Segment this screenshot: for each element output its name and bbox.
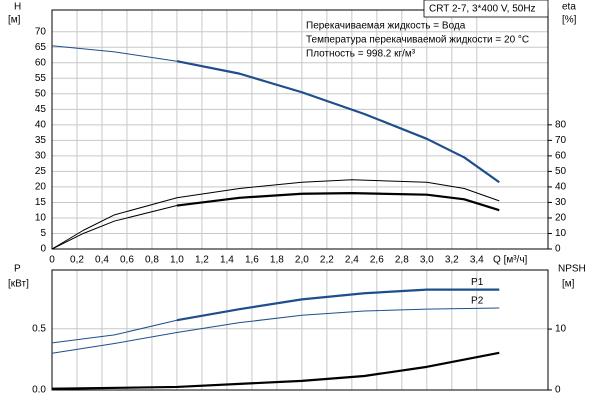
plot-frame <box>51 269 549 391</box>
curve <box>51 205 178 250</box>
y-tick-label: 10 <box>35 213 47 224</box>
curve <box>176 192 500 212</box>
y-tick-label: 65 <box>35 42 47 53</box>
y-axis-label: P <box>14 264 21 275</box>
y-tick-label: 70 <box>35 26 47 37</box>
title-box <box>423 0 549 18</box>
x-tick-label: 2,6 <box>370 255 384 266</box>
y2-tick-label: 60 <box>555 151 567 162</box>
y2-tick-label: 40 <box>555 182 567 193</box>
note: Температура перекачиваемой жидкости = 20… <box>306 35 529 46</box>
note: Плотность = 998.2 кг/м³ <box>306 49 416 60</box>
x-tick-label: 1,0 <box>170 255 184 266</box>
y-tick-label: 40 <box>35 119 47 130</box>
y-tick-label: 25 <box>35 166 47 177</box>
curve <box>51 307 500 354</box>
curve <box>176 60 500 184</box>
y-tick-label: 20 <box>35 182 47 193</box>
y-tick-label: 0 <box>40 244 46 255</box>
y-axis-unit: [кВт] <box>8 279 29 290</box>
y-tick-label: 0.5 <box>32 323 46 334</box>
curve <box>51 45 178 62</box>
chart-title: CRT 2-7, 3*400 V, 50Hz <box>429 4 536 15</box>
y2-tick-label: 10 <box>555 324 567 335</box>
curve <box>51 351 500 390</box>
x-tick-label: 0 <box>49 255 55 266</box>
y2-tick-label: 10 <box>555 228 567 239</box>
curve <box>51 319 178 344</box>
x-tick-label: 1,4 <box>220 255 234 266</box>
note: Перекачиваемая жидкость = Вода <box>306 21 466 32</box>
curve-label: P1 <box>471 277 484 288</box>
curve <box>51 179 500 250</box>
y-tick-label: 55 <box>35 73 47 84</box>
x-tick-label: 2,2 <box>320 255 334 266</box>
x-axis-label: Q [м³/ч] <box>493 255 528 266</box>
curve-label: P2 <box>471 296 484 307</box>
y2-axis-unit: [%] <box>562 15 577 26</box>
x-tick-label: 2,4 <box>345 255 359 266</box>
y-tick-label: 15 <box>35 197 47 208</box>
y2-axis-unit: [м] <box>562 279 575 290</box>
x-tick-label: 0,8 <box>145 255 159 266</box>
x-tick-label: 2,0 <box>295 255 309 266</box>
curve <box>176 288 500 322</box>
y-tick-label: 30 <box>35 151 47 162</box>
y2-tick-label: 70 <box>555 135 567 146</box>
y2-tick-label: 30 <box>555 197 567 208</box>
y2-tick-label: 0 <box>555 385 561 396</box>
plot-frame <box>51 9 549 250</box>
x-tick-label: 0,4 <box>95 255 109 266</box>
y-tick-label: 0.0 <box>32 385 46 396</box>
y-tick-label: 45 <box>35 104 47 115</box>
x-tick-label: 1,2 <box>195 255 209 266</box>
y-tick-label: 60 <box>35 57 47 68</box>
x-tick-label: 3,4 <box>470 255 484 266</box>
y-axis-label: H <box>14 2 21 13</box>
y2-tick-label: 50 <box>555 166 567 177</box>
y2-tick-label: 0 <box>555 244 561 255</box>
y-tick-label: 5 <box>40 228 46 239</box>
x-tick-label: 3,0 <box>420 255 434 266</box>
y2-tick-label: 80 <box>555 119 567 130</box>
y2-axis-label: NPSH <box>558 264 586 275</box>
x-tick-label: 0,6 <box>120 255 134 266</box>
x-tick-label: 1,8 <box>270 255 284 266</box>
y2-tick-label: 20 <box>555 213 567 224</box>
x-tick-label: 0,2 <box>70 255 84 266</box>
x-tick-label: 2,8 <box>395 255 409 266</box>
x-tick-label: 3,2 <box>445 255 459 266</box>
y-tick-label: 35 <box>35 135 47 146</box>
y2-axis-label: eta <box>562 2 576 13</box>
x-tick-label: 1,6 <box>245 255 259 266</box>
y-axis-unit: [м] <box>8 15 21 26</box>
y-tick-label: 50 <box>35 88 47 99</box>
